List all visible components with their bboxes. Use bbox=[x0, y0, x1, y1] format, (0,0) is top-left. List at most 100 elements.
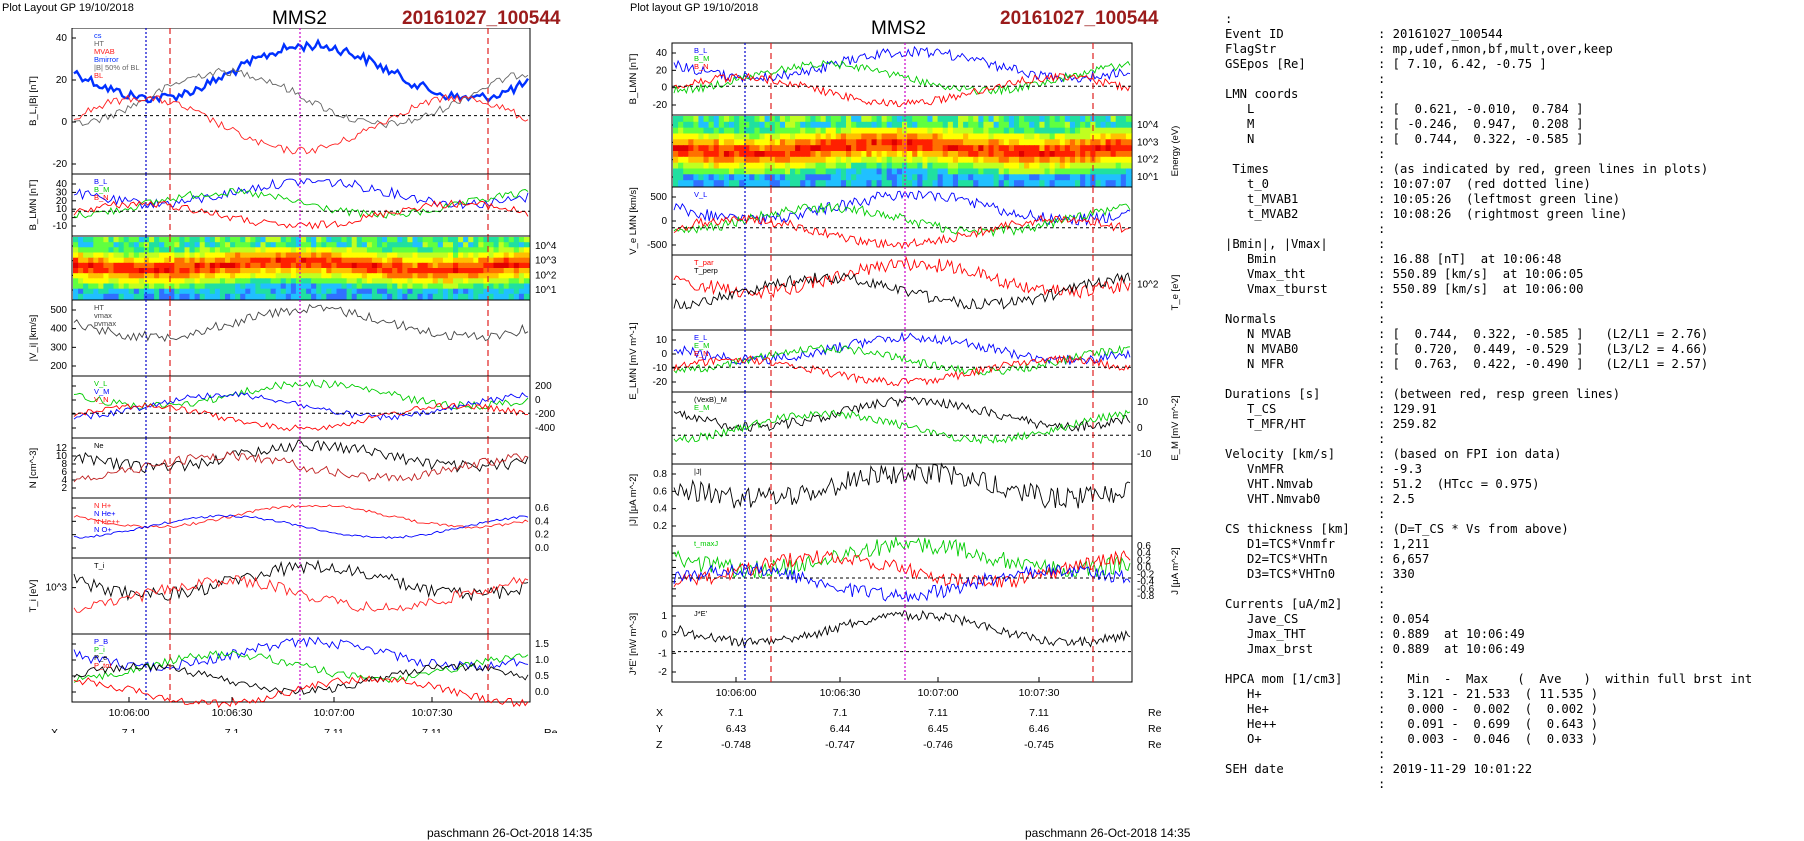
spectrogram-cell bbox=[225, 252, 231, 259]
spectrogram-cell bbox=[316, 283, 322, 290]
spectrogram-cell bbox=[179, 273, 186, 279]
spectrogram-cell bbox=[886, 116, 893, 123]
spectrogram-cell bbox=[174, 288, 180, 295]
coord-value: 7.11 bbox=[1029, 707, 1049, 719]
spectrogram-cell bbox=[963, 133, 969, 140]
info-key: VnMFR bbox=[1225, 462, 1284, 476]
spectrogram-cell bbox=[250, 242, 256, 248]
spectrogram-cell bbox=[917, 174, 923, 181]
spectrogram-cell bbox=[73, 252, 79, 259]
spectrogram-cell bbox=[412, 247, 419, 254]
spectrogram-cell bbox=[453, 247, 459, 254]
spectrogram-cell bbox=[356, 242, 363, 248]
spectrogram-cell bbox=[250, 257, 256, 264]
spectrogram-cell bbox=[1085, 133, 1091, 140]
spectrogram-cell bbox=[678, 156, 684, 164]
spectrogram-cell bbox=[764, 151, 771, 158]
info-key: GSEpos [Re] bbox=[1225, 57, 1306, 71]
y-tick-label: 0 bbox=[61, 117, 67, 128]
spectrogram-cell bbox=[154, 278, 160, 285]
spectrogram-cell bbox=[1054, 162, 1061, 170]
spectrogram-cell bbox=[194, 278, 201, 285]
spectrogram-cell bbox=[78, 252, 84, 259]
spectrogram-cell bbox=[810, 121, 817, 129]
spectrogram-cell bbox=[447, 262, 454, 269]
spectrogram-cell bbox=[1039, 121, 1046, 129]
spectrogram-cell bbox=[245, 273, 251, 279]
spectrogram-cell bbox=[1019, 151, 1025, 158]
spectrogram-cell bbox=[795, 139, 801, 146]
spectrogram-cell bbox=[810, 180, 817, 187]
spectrogram-cell bbox=[453, 278, 459, 285]
spectrogram-cell bbox=[861, 121, 867, 129]
spectrogram-cell bbox=[275, 278, 282, 285]
spectrogram-cell bbox=[407, 268, 414, 274]
spectrogram-cell bbox=[1029, 174, 1035, 181]
spectrogram-cell bbox=[336, 257, 343, 264]
spectrogram-cell bbox=[942, 156, 949, 164]
spectrogram-cell bbox=[912, 127, 918, 135]
spectrogram-cell bbox=[952, 121, 959, 129]
coord-value: 7.1 bbox=[833, 707, 848, 719]
spectrogram-cell bbox=[103, 247, 110, 254]
spectrogram-cell bbox=[235, 237, 241, 243]
spectrogram-cell bbox=[947, 151, 954, 158]
spectrogram-cell bbox=[189, 273, 196, 279]
spectrogram-cell bbox=[361, 257, 368, 264]
spectrogram-cell bbox=[993, 180, 1000, 187]
spectrogram-cell bbox=[326, 268, 332, 274]
spectrogram-cell bbox=[189, 242, 196, 248]
spectrogram-cell bbox=[983, 121, 990, 129]
spectrogram-cell bbox=[453, 237, 459, 243]
spectrogram-cell bbox=[250, 268, 256, 274]
spectrogram-cell bbox=[503, 247, 510, 254]
spectrogram-cell bbox=[688, 180, 694, 187]
spectrogram-cell bbox=[108, 257, 115, 264]
spectrogram-cell bbox=[437, 268, 444, 274]
spectrogram-cell bbox=[164, 268, 170, 274]
spectrogram-cell bbox=[912, 151, 918, 158]
spectrogram-cell bbox=[463, 237, 469, 243]
info-value: : 10:08:26 (rightmost green line) bbox=[1378, 207, 1628, 221]
spectrogram-cell bbox=[912, 133, 918, 140]
spectrogram-cell bbox=[301, 257, 307, 264]
spectrogram-cell bbox=[235, 262, 241, 269]
spectrogram-cell bbox=[113, 283, 120, 290]
spectrogram-cell bbox=[866, 151, 873, 158]
spectrogram-cell bbox=[143, 252, 150, 259]
spectrogram-cell bbox=[503, 268, 510, 274]
spectrogram-cell bbox=[1049, 162, 1056, 170]
spectrogram-cell bbox=[673, 121, 679, 129]
spectrogram-cell bbox=[154, 247, 160, 254]
spectrogram-cell bbox=[321, 268, 327, 274]
spectrogram-cell bbox=[422, 262, 429, 269]
spectrogram-cell bbox=[673, 139, 679, 146]
spectrogram-cell bbox=[179, 268, 186, 274]
spectrogram-cell bbox=[1069, 139, 1076, 146]
spectrogram-cell bbox=[518, 278, 525, 285]
spectrogram-cell bbox=[749, 116, 755, 123]
spectrogram-cell bbox=[98, 247, 104, 254]
legend-label: P_e bbox=[94, 653, 107, 662]
spectrogram-cell bbox=[498, 283, 505, 290]
spectrogram-cell bbox=[78, 262, 84, 269]
spectrogram-cell bbox=[749, 174, 755, 181]
spectrogram-cell bbox=[508, 283, 515, 290]
spectrogram-cell bbox=[1049, 168, 1056, 175]
spectrogram-cell bbox=[73, 247, 79, 254]
spectrogram-cell bbox=[98, 237, 104, 243]
spectrogram-cell bbox=[230, 273, 236, 279]
spectrogram-cell bbox=[250, 293, 256, 300]
spectrogram-cell bbox=[942, 151, 949, 158]
series-line bbox=[673, 45, 1131, 83]
spectrogram-cell bbox=[159, 262, 165, 269]
legend-label: N He+ bbox=[94, 509, 116, 518]
spectrogram-cell bbox=[326, 262, 332, 269]
spectrogram-cell bbox=[805, 145, 811, 152]
panel-ylabel: B_LMN [nT] bbox=[628, 54, 639, 105]
spectrogram-cell bbox=[825, 121, 832, 129]
spectrogram-cell bbox=[473, 242, 479, 248]
spectrogram-cell bbox=[321, 288, 327, 295]
spectrogram-cell bbox=[179, 293, 186, 300]
series-line bbox=[73, 402, 529, 432]
